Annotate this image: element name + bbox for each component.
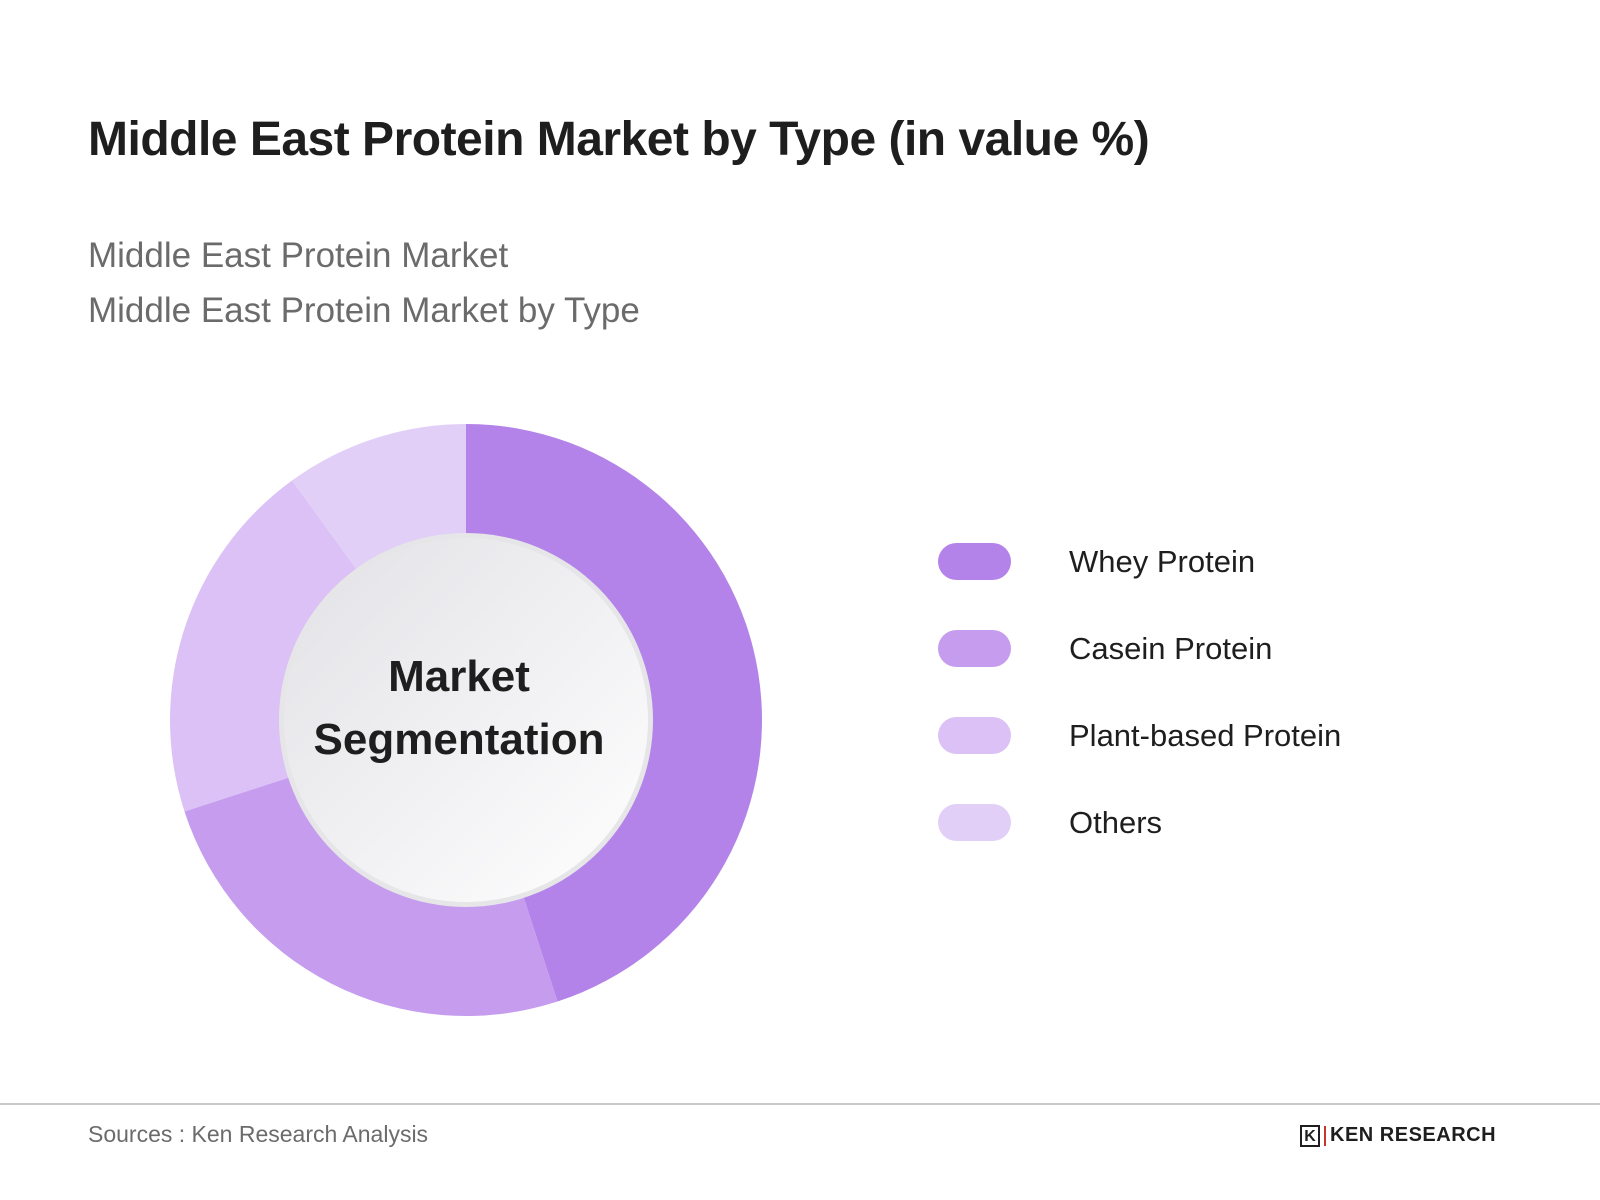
logo-separator	[1324, 1125, 1326, 1146]
legend-label: Whey Protein	[1069, 543, 1256, 579]
footer-divider	[0, 1103, 1600, 1105]
legend-item-plant: Plant-based Protein	[938, 717, 1341, 754]
legend-swatch-plant	[938, 717, 1011, 754]
legend-swatch-others	[938, 804, 1011, 841]
logo-k-icon: K	[1300, 1124, 1320, 1147]
center-label-line2: Segmentation	[313, 715, 605, 764]
legend-item-whey: Whey Protein	[938, 543, 1341, 580]
logo-text: KEN RESEARCH	[1330, 1124, 1497, 1146]
donut-center-label: Market Segmentation	[279, 645, 639, 771]
legend-swatch-casein	[938, 630, 1011, 667]
legend-label: Casein Protein	[1069, 630, 1273, 666]
legend-item-others: Others	[938, 804, 1341, 841]
legend-item-casein: Casein Protein	[938, 630, 1341, 667]
legend-label: Plant-based Protein	[1069, 717, 1342, 753]
donut-slice-casein-protein	[184, 766, 558, 1016]
chart-subtitle-market: Middle East Protein Market	[88, 236, 509, 275]
center-label-line1: Market	[388, 652, 530, 701]
legend: Whey Protein Casein Protein Plant-based …	[938, 543, 1341, 891]
legend-swatch-whey	[938, 543, 1011, 580]
ken-research-logo: K KEN RESEARCH	[1300, 1124, 1496, 1147]
donut-slice-plant-based-protein	[170, 480, 378, 812]
legend-label: Others	[1069, 804, 1163, 840]
chart-subtitle-type: Middle East Protein Market by Type	[88, 291, 640, 330]
donut-center	[284, 538, 648, 902]
chart-title: Middle East Protein Market by Type (in v…	[88, 113, 1150, 166]
source-note: Sources : Ken Research Analysis	[88, 1121, 429, 1147]
